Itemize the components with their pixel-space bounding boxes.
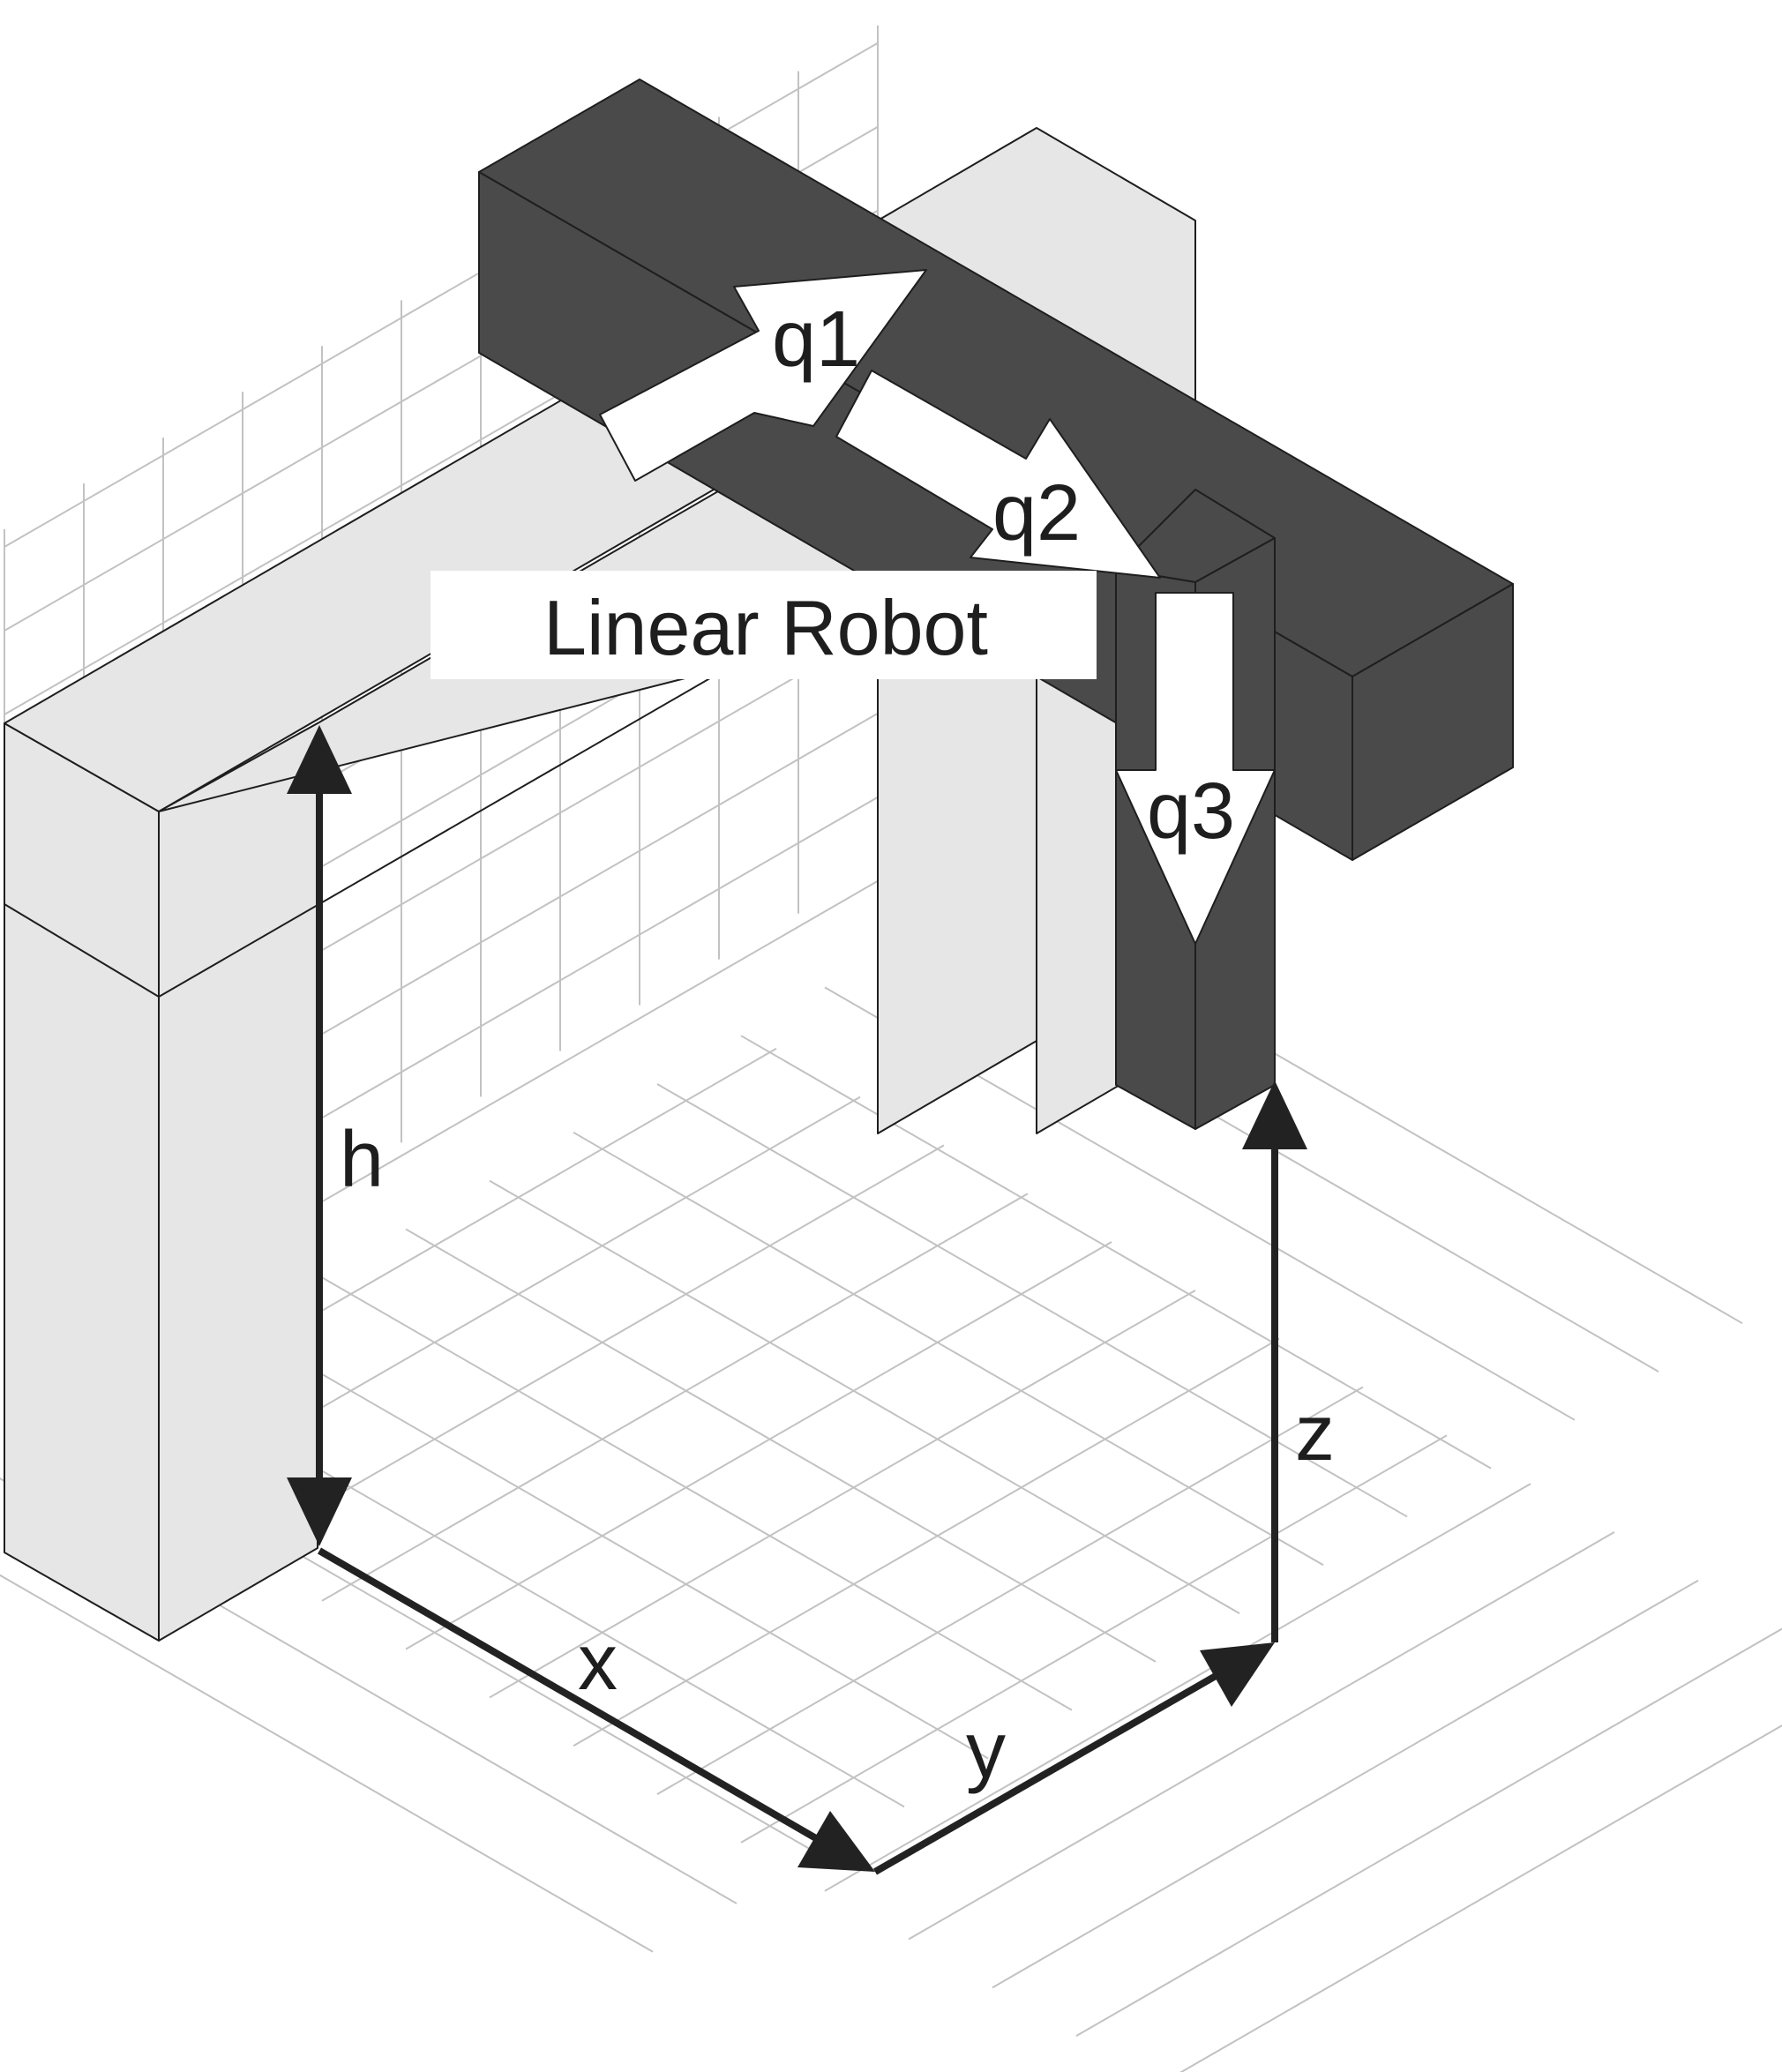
grid-line	[0, 1574, 654, 1953]
grid-line	[4, 41, 879, 548]
y-dimension: y	[873, 1642, 1275, 1875]
grid-line	[740, 1434, 1448, 1844]
h-dimension: h	[287, 725, 384, 1546]
grid-line	[321, 1193, 1029, 1602]
grid-line	[237, 1144, 945, 1553]
grid-line	[405, 1241, 1112, 1650]
grid-line	[573, 1337, 1280, 1747]
grid-line	[740, 1035, 1492, 1470]
grid-line	[908, 1531, 1615, 1941]
grid-line	[405, 1228, 1157, 1663]
grid-line	[489, 1179, 1240, 1614]
grid-line	[656, 1386, 1364, 1795]
grid-line	[824, 1483, 1531, 1892]
h-label: h	[340, 1116, 384, 1204]
grid-line	[1179, 1724, 1782, 2072]
y-label: y	[966, 1707, 1006, 1795]
grid-line	[237, 1325, 989, 1760]
x-label: x	[578, 1619, 618, 1707]
floor-grid	[0, 889, 1782, 2072]
title: Linear Robot	[543, 584, 988, 671]
q1-arrow: q1	[599, 269, 927, 482]
grid-line	[573, 1131, 1324, 1567]
q3-arrow: q3	[1115, 592, 1276, 945]
grid-line	[1075, 1627, 1782, 2038]
grid-line	[992, 1579, 1699, 1989]
z-dimension: z	[1242, 1081, 1335, 1642]
grid-line	[321, 1276, 1073, 1711]
q2-label: q2	[992, 469, 1081, 557]
title-box: Linear Robot	[431, 571, 1097, 679]
grid-line	[656, 1083, 1408, 1518]
q2-arrow: q2	[835, 370, 1161, 579]
z-label: z	[1295, 1389, 1335, 1477]
grid-line	[489, 1289, 1196, 1699]
x-dimension: x	[317, 1547, 875, 1872]
q1-label: q1	[772, 295, 860, 384]
q3-label: q3	[1147, 767, 1235, 856]
